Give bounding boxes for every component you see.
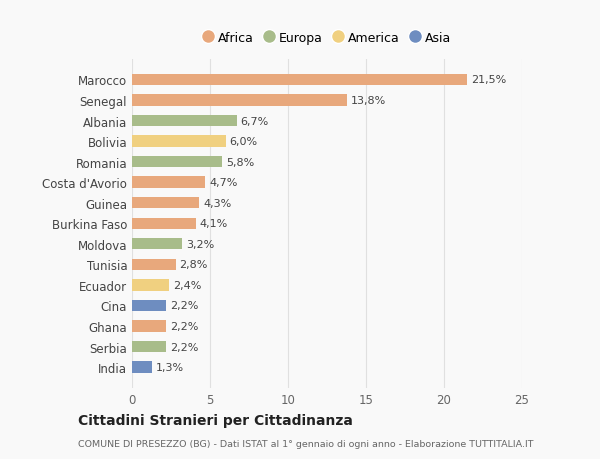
Text: 21,5%: 21,5% <box>472 75 506 85</box>
Text: 13,8%: 13,8% <box>351 96 386 106</box>
Text: 2,2%: 2,2% <box>170 301 199 311</box>
Bar <box>132 75 467 86</box>
Text: 4,3%: 4,3% <box>203 198 231 208</box>
Text: 5,8%: 5,8% <box>226 157 254 167</box>
Text: 4,1%: 4,1% <box>200 219 228 229</box>
Bar <box>132 177 205 188</box>
Bar <box>132 300 166 311</box>
Text: 6,7%: 6,7% <box>241 116 269 126</box>
Bar <box>132 157 223 168</box>
Text: 4,7%: 4,7% <box>209 178 238 188</box>
Text: 6,0%: 6,0% <box>229 137 257 147</box>
Bar <box>132 116 236 127</box>
Bar <box>132 362 152 373</box>
Bar <box>132 239 182 250</box>
Text: 2,2%: 2,2% <box>170 342 199 352</box>
Text: 2,4%: 2,4% <box>173 280 202 290</box>
Text: 2,8%: 2,8% <box>179 260 208 270</box>
Legend: Africa, Europa, America, Asia: Africa, Europa, America, Asia <box>198 27 456 50</box>
Bar <box>132 218 196 230</box>
Text: 1,3%: 1,3% <box>156 362 184 372</box>
Bar <box>132 95 347 106</box>
Bar <box>132 136 226 147</box>
Bar <box>132 341 166 353</box>
Bar <box>132 198 199 209</box>
Bar <box>132 280 169 291</box>
Text: COMUNE DI PRESEZZO (BG) - Dati ISTAT al 1° gennaio di ogni anno - Elaborazione T: COMUNE DI PRESEZZO (BG) - Dati ISTAT al … <box>78 439 533 448</box>
Text: 2,2%: 2,2% <box>170 321 199 331</box>
Bar <box>132 259 176 270</box>
Text: Cittadini Stranieri per Cittadinanza: Cittadini Stranieri per Cittadinanza <box>78 414 353 428</box>
Text: 3,2%: 3,2% <box>186 239 214 249</box>
Bar <box>132 321 166 332</box>
